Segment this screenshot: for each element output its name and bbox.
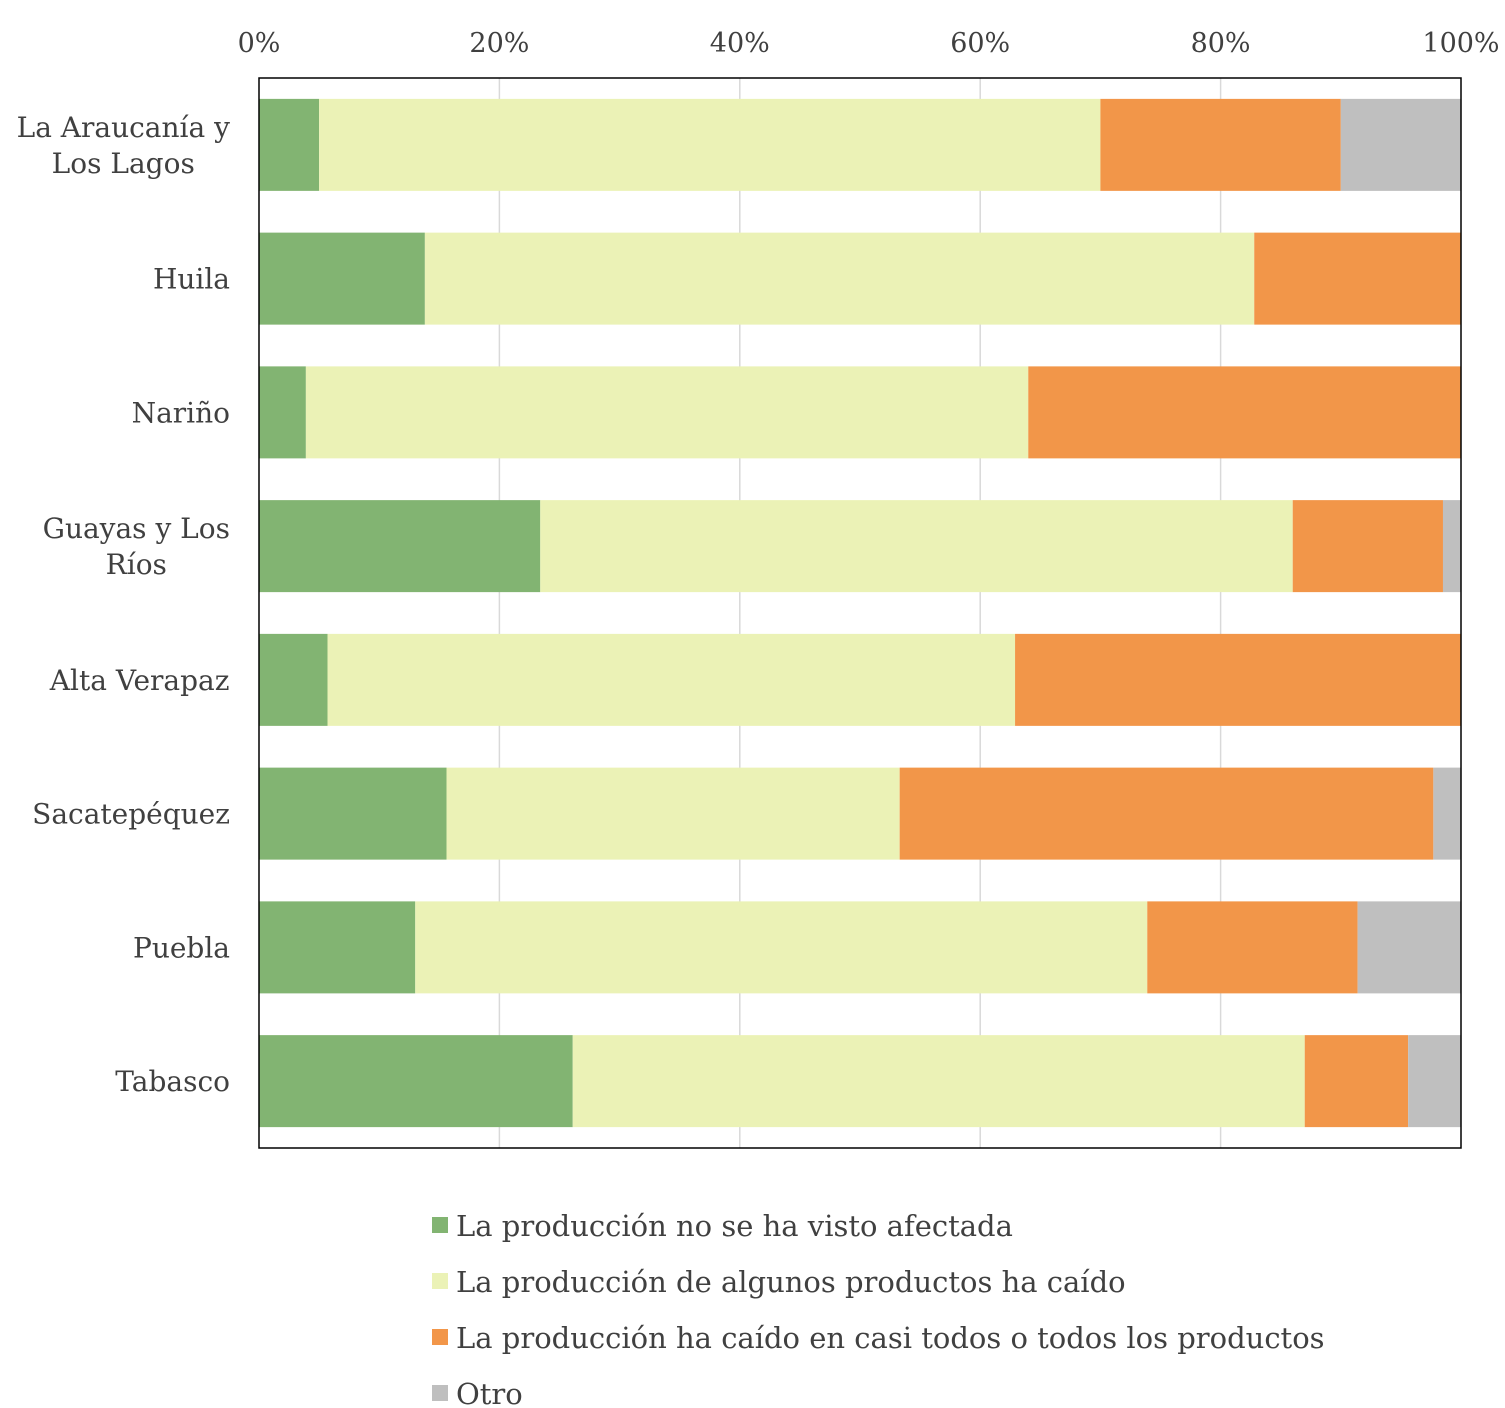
bar-segment bbox=[415, 901, 1148, 994]
bar-segment bbox=[259, 1035, 573, 1128]
category-labels: La Araucanía y Los Lagos Huila Nariño Guayas… bbox=[17, 111, 230, 1098]
bar-segment bbox=[259, 901, 416, 994]
legend-swatch bbox=[432, 1385, 448, 1401]
bar-segment bbox=[1304, 1035, 1409, 1128]
x-tick-label: 80% bbox=[1191, 28, 1251, 59]
bar-segment bbox=[540, 500, 1293, 593]
bar-segment bbox=[1254, 232, 1461, 325]
category-label: Huila bbox=[153, 263, 230, 296]
legend-label: La producción ha caído en casi todos o t… bbox=[456, 1321, 1325, 1355]
bar-segment bbox=[259, 366, 306, 459]
bar-segment bbox=[1028, 366, 1461, 459]
legend-swatch bbox=[432, 1217, 448, 1233]
bar-segment bbox=[1015, 633, 1461, 726]
x-tick-label: 60% bbox=[950, 28, 1010, 59]
plot-frame bbox=[258, 77, 1462, 1149]
x-tick-label: 40% bbox=[710, 28, 770, 59]
x-tick-labels: 0% 20% 40% 60% 80% 100% bbox=[238, 28, 1500, 59]
bar-segment bbox=[424, 232, 1255, 325]
x-tick-label: 100% bbox=[1422, 28, 1499, 59]
bar-segment bbox=[1147, 901, 1358, 994]
bar-segment bbox=[1433, 767, 1461, 860]
bar-segment bbox=[327, 633, 1016, 726]
bar-segment bbox=[319, 98, 1101, 191]
category-label: Puebla bbox=[133, 931, 230, 964]
legend-label: Otro bbox=[456, 1377, 523, 1408]
category-label: Nariño bbox=[132, 396, 230, 429]
bar-segment bbox=[259, 98, 320, 191]
bar-segment bbox=[1292, 500, 1443, 593]
bar-segment bbox=[259, 500, 541, 593]
bar-segment bbox=[305, 366, 1029, 459]
legend-label: La producción de algunos productos ha ca… bbox=[456, 1265, 1126, 1299]
bar-segment bbox=[259, 767, 447, 860]
category-label: Tabasco bbox=[115, 1065, 230, 1098]
legend: La producción no se ha visto afectada La … bbox=[432, 1209, 1325, 1408]
category-label: Sacatepéquez bbox=[32, 798, 230, 831]
bar-segment bbox=[572, 1035, 1305, 1128]
bar-segment bbox=[1357, 901, 1461, 994]
legend-swatch bbox=[432, 1273, 448, 1289]
x-tick-label: 0% bbox=[238, 28, 281, 59]
bar-segment bbox=[899, 767, 1434, 860]
category-label: Alta Verapaz bbox=[49, 664, 230, 697]
legend-label: La producción no se ha visto afectada bbox=[456, 1209, 1013, 1243]
bar-segment bbox=[259, 232, 425, 325]
bar-segment bbox=[1340, 98, 1461, 191]
bar-segment bbox=[446, 767, 900, 860]
legend-swatch bbox=[432, 1329, 448, 1345]
bar-segment bbox=[1408, 1035, 1461, 1128]
category-label: Guayas y Los Ríos bbox=[43, 512, 230, 581]
x-tick-label: 20% bbox=[469, 28, 529, 59]
bar-segment bbox=[1442, 500, 1461, 593]
bar-segment bbox=[1100, 98, 1341, 191]
bar-segment bbox=[259, 633, 328, 726]
bars bbox=[259, 98, 1461, 1128]
category-label: La Araucanía y Los Lagos bbox=[17, 111, 230, 180]
